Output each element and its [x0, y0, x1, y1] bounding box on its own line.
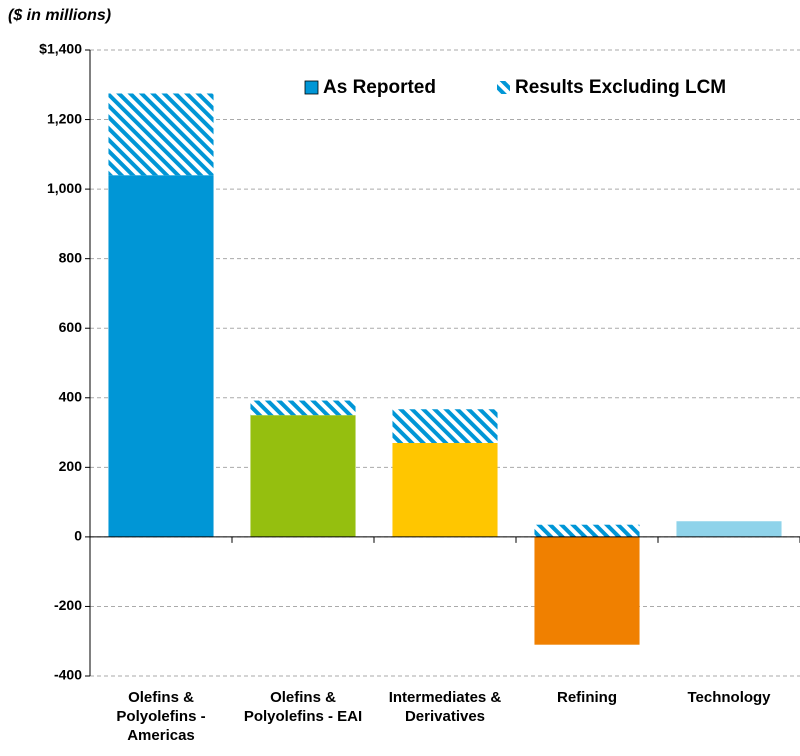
- hatched-bar: [392, 409, 498, 443]
- x-tick-label: Olefins & Polyolefins - Americas: [116, 689, 206, 744]
- y-tick-label: 1,200: [47, 110, 82, 126]
- legend-label: Results Excluding LCM: [515, 77, 726, 98]
- y-tick-label: 600: [59, 319, 83, 335]
- hatched-bar: [250, 400, 356, 416]
- x-tick-label: Intermediates & Derivatives: [388, 689, 502, 725]
- bar: [250, 415, 356, 537]
- legend-swatch: [304, 80, 319, 95]
- x-tick-label: Refining: [557, 689, 617, 706]
- x-tick-label: Technology: [687, 689, 771, 706]
- y-tick-label: 0: [74, 528, 82, 544]
- x-tick-label: Olefins & Polyolefins - EAI: [243, 689, 363, 725]
- y-tick-label: 200: [59, 458, 83, 474]
- y-tick-label: 1,000: [47, 180, 82, 196]
- hatched-bar: [534, 524, 640, 537]
- bar: [108, 175, 214, 537]
- legend-label: As Reported: [323, 77, 436, 98]
- bar: [534, 536, 640, 645]
- y-tick-label: -200: [54, 597, 82, 613]
- y-tick-label: $1,400: [39, 41, 82, 57]
- y-tick-label: 400: [59, 388, 83, 404]
- bar: [676, 521, 782, 537]
- hatched-bar: [108, 93, 214, 176]
- chart-subtitle: ($ in millions): [8, 7, 111, 24]
- bar: [392, 442, 498, 537]
- y-tick-label: 800: [59, 249, 83, 265]
- legend-swatch: [497, 81, 510, 94]
- y-tick-label: -400: [54, 667, 82, 683]
